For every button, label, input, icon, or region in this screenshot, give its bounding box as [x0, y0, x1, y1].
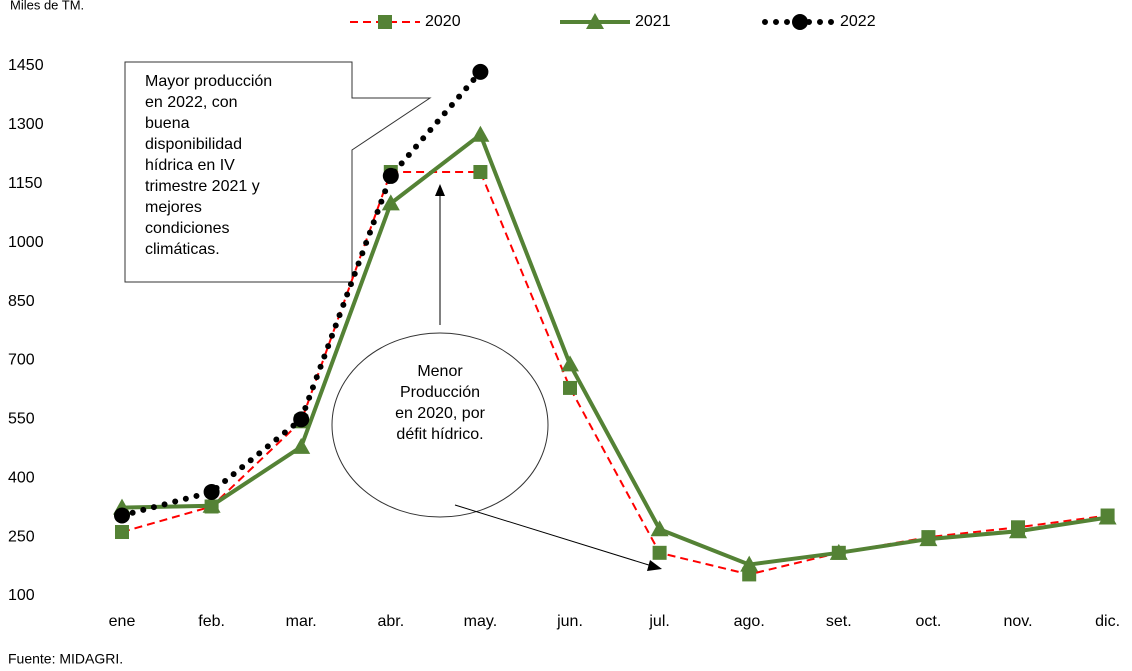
annotation-text: climáticas. — [145, 241, 220, 258]
marker — [829, 543, 848, 560]
x-tick-label: oct. — [916, 613, 942, 630]
x-tick-label: jun. — [556, 613, 583, 630]
marker — [382, 167, 399, 184]
marker — [378, 15, 392, 29]
legend-label: 2022 — [840, 13, 876, 30]
x-tick-label: dic. — [1095, 613, 1120, 630]
y-tick-label: 1150 — [8, 175, 43, 192]
x-tick-label: mar. — [286, 613, 317, 630]
y-tick-label: 1450 — [8, 57, 44, 74]
y-tick-label: 550 — [8, 411, 35, 428]
marker — [1009, 522, 1027, 539]
marker — [1098, 508, 1117, 525]
annotation-text: disponibilidad — [145, 136, 242, 153]
marker — [292, 437, 311, 454]
y-tick-label: 400 — [8, 469, 35, 486]
y-tick-label: 250 — [8, 528, 35, 545]
x-tick-label: ago. — [734, 613, 765, 630]
annotation-text: en 2020, por — [395, 405, 486, 422]
legend-label: 2020 — [425, 13, 461, 30]
source: Fuente: MIDAGRI. — [8, 651, 123, 667]
x-tick-label: abr. — [377, 613, 404, 630]
marker — [586, 13, 604, 29]
annotation-text: condiciones — [145, 220, 230, 237]
series-line — [121, 171, 1108, 576]
y-tick-label: 850 — [8, 293, 35, 310]
x-tick-label: may. — [464, 613, 497, 630]
annotation-text: défit hídrico. — [396, 426, 483, 443]
x-tick-label: nov. — [1003, 613, 1032, 630]
marker — [472, 63, 489, 80]
series-line — [121, 131, 1108, 567]
marker — [293, 411, 310, 428]
marker — [202, 496, 221, 513]
marker — [203, 483, 220, 500]
y-axis-label: Miles de TM. — [10, 0, 84, 12]
marker — [563, 380, 577, 395]
marker — [381, 194, 400, 211]
y-tick-label: 700 — [8, 352, 35, 369]
marker — [473, 165, 488, 179]
marker — [652, 545, 667, 560]
marker — [114, 507, 130, 524]
annotation-text: en 2022, con — [145, 94, 238, 111]
x-tick-label: jul. — [648, 613, 669, 630]
annotation-text: mejores — [145, 199, 202, 216]
marker — [740, 555, 759, 572]
annotation-text: trimestre 2021 y — [145, 178, 260, 195]
annotation-text: Mayor producción — [145, 73, 272, 90]
annotation-text: buena — [145, 115, 190, 132]
marker — [919, 530, 938, 547]
marker — [115, 525, 129, 540]
marker — [792, 14, 808, 30]
callout-box — [124, 61, 432, 283]
y-tick-label: 1300 — [8, 116, 44, 133]
y-tick-label: 1000 — [8, 234, 44, 251]
annotation-text: Menor — [417, 363, 463, 380]
callout-ellipse — [331, 184, 662, 571]
marker — [650, 520, 669, 537]
x-tick-label: feb. — [198, 613, 225, 630]
legend-label: 2021 — [635, 13, 671, 30]
marker — [561, 355, 579, 372]
y-tick-label: 100 — [8, 587, 35, 604]
x-tick-label: set. — [826, 613, 852, 630]
marker — [471, 125, 490, 142]
annotation-text: Producción — [400, 384, 480, 401]
annotation-text: hídrica en IV — [145, 157, 235, 174]
x-tick-label: ene — [109, 613, 136, 630]
